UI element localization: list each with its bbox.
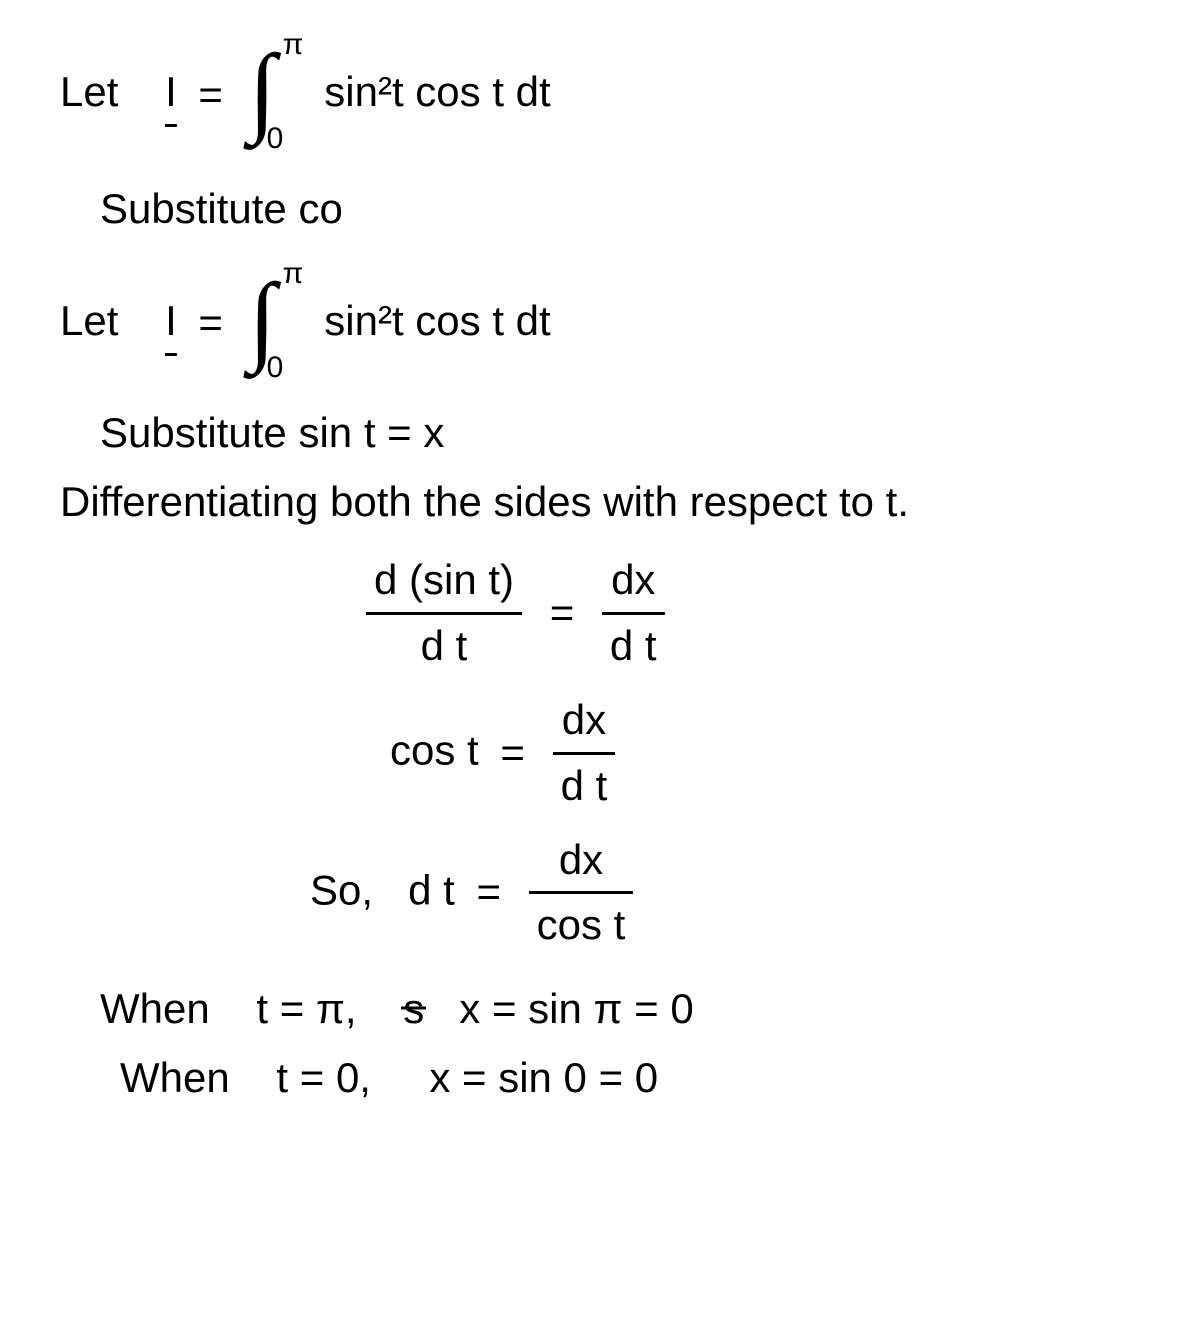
expr: t = 0,	[276, 1054, 371, 1101]
integral-upper: π	[283, 24, 304, 66]
line-7: cos t = dx d t	[60, 691, 1170, 816]
frac-num: d (sin t)	[366, 551, 522, 615]
eq-sign: =	[500, 724, 525, 783]
line-4: Substitute sin t = x	[60, 404, 1170, 463]
text-when: When	[120, 1054, 230, 1101]
frac-num: dx	[602, 551, 665, 615]
frac-num: dx	[553, 691, 616, 755]
integrand: sin²t cos t dt	[324, 68, 550, 115]
integral-sign: ∫ π 0	[249, 269, 309, 379]
text-let: Let	[60, 68, 118, 115]
eq-sign: =	[476, 863, 501, 922]
integral-upper: π	[283, 253, 304, 295]
text-let: Let	[60, 297, 118, 344]
integral-sign: ∫ π 0	[249, 40, 309, 150]
line-9: When t = π, s x = sin π = 0	[60, 980, 1170, 1039]
line-10: When t = 0, x = sin 0 = 0	[60, 1049, 1170, 1108]
lhs: d t	[408, 866, 455, 913]
integrand: sin²t cos t dt	[324, 297, 550, 344]
var-I: I	[165, 63, 177, 127]
handwritten-math-page: Let I = ∫ π 0 sin²t cos t dt Substitute …	[0, 0, 1200, 1319]
line-5: Differentiating both the sides with resp…	[60, 473, 1170, 532]
frac-den: d t	[602, 615, 665, 676]
var-I: I	[165, 292, 177, 356]
fraction: d (sin t) d t	[366, 551, 522, 676]
expr: x = sin 0 = 0	[429, 1054, 658, 1101]
frac-num: dx	[529, 831, 634, 895]
eq-sign: =	[198, 294, 223, 353]
frac-den: d t	[553, 755, 616, 816]
fraction: dx d t	[602, 551, 665, 676]
integral-lower: 0	[267, 347, 284, 389]
line-2: Substitute co	[60, 180, 1170, 239]
line-3: Let I = ∫ π 0 sin²t cos t dt	[60, 269, 1170, 379]
line-8: So, d t = dx cos t	[60, 831, 1170, 956]
fraction: dx d t	[553, 691, 616, 816]
text-when: When	[100, 985, 210, 1032]
expr: x = sin π = 0	[459, 985, 693, 1032]
expr: t = π,	[256, 985, 356, 1032]
integral-lower: 0	[267, 118, 284, 160]
text-so: So,	[310, 866, 373, 913]
frac-den: cos t	[529, 894, 634, 955]
frac-den: d t	[366, 615, 522, 676]
eq-sign: =	[550, 584, 575, 643]
fraction: dx cos t	[529, 831, 634, 956]
struck-char: s	[403, 980, 424, 1039]
eq-sign: =	[198, 66, 223, 125]
line-6: d (sin t) d t = dx d t	[60, 551, 1170, 676]
lhs: cos t	[390, 726, 479, 773]
line-1: Let I = ∫ π 0 sin²t cos t dt	[60, 40, 1170, 150]
